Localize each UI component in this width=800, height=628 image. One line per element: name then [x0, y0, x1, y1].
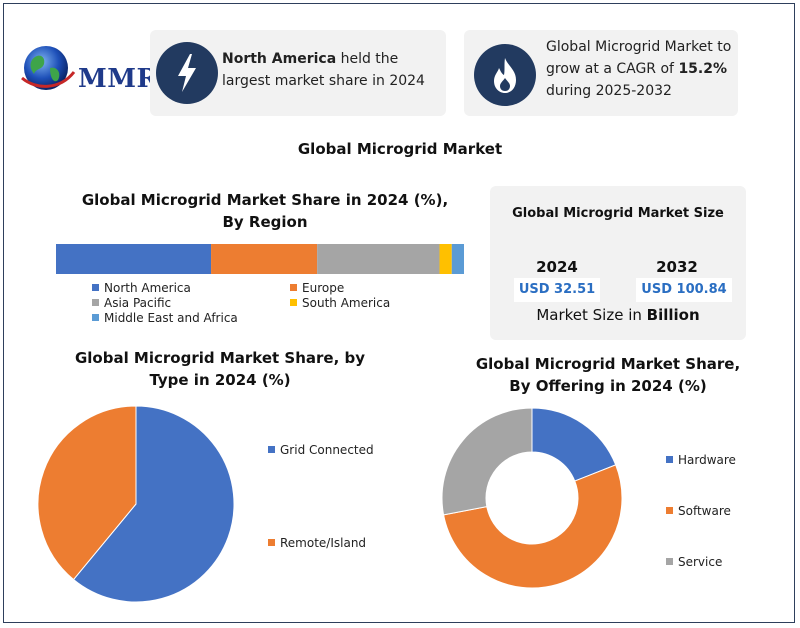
bar-segment-asia-pacific [317, 244, 440, 274]
legend-item-asia-pacific: Asia Pacific [92, 296, 171, 310]
highlight-before-2: Global Microgrid Market to grow at a CAG… [546, 39, 732, 77]
bar-segment-middle-east-and-africa [451, 244, 464, 274]
type-pie-chart [37, 405, 235, 603]
highlight-text-1: North America held the largest market sh… [222, 48, 442, 92]
legend-label: Europe [302, 281, 345, 295]
year-2032-label: 2032 [656, 258, 698, 276]
slice-grid-connected [72, 405, 235, 603]
highlight-bold-1: North America [222, 51, 337, 67]
bar-segment-south-america [439, 244, 452, 274]
legend-swatch [92, 299, 99, 306]
mmr-logo: MMR [16, 38, 158, 102]
unit-bold: Billion [646, 306, 700, 324]
legend-swatch [268, 539, 275, 546]
value-2032: USD 100.84 [636, 278, 732, 302]
legend-label: Asia Pacific [104, 296, 172, 310]
legend-label: Service [678, 555, 723, 569]
value-2024: USD 32.51 [514, 278, 600, 302]
legend-item-software: Software [666, 504, 731, 518]
legend-item-europe: Europe [290, 281, 344, 295]
legend-item-remote-island: Remote/Island [268, 536, 366, 550]
legend-item-service: Service [666, 555, 722, 569]
legend-swatch [92, 314, 99, 321]
legend-label: North America [104, 281, 191, 295]
market-size-title: Global Microgrid Market Size [512, 206, 724, 221]
legend-label: Grid Connected [280, 443, 374, 457]
legend-label: Middle East and Africa [104, 311, 238, 325]
unit-prefix: Market Size in [536, 306, 647, 324]
highlight-text-2: Global Microgrid Market to grow at a CAG… [546, 36, 736, 102]
type-chart-title: Global Microgrid Market Share, by Type i… [74, 349, 366, 389]
offering-chart-title: Global Microgrid Market Share, By Offeri… [475, 355, 741, 395]
legend-item-hardware: Hardware [666, 453, 736, 467]
flame-icon [474, 44, 536, 106]
lightning-icon [156, 42, 218, 104]
offering-donut-chart [441, 407, 623, 589]
legend-item-grid-connected: Grid Connected [268, 443, 374, 457]
legend-item-north-america: North America [92, 281, 191, 295]
slice-software [443, 464, 623, 589]
legend-swatch [666, 558, 673, 565]
bar-segment-europe [211, 244, 318, 274]
bar-segment-north-america [56, 244, 212, 274]
legend-swatch [268, 446, 275, 453]
highlight-card-cagr: Global Microgrid Market to grow at a CAG… [464, 30, 738, 116]
slice-remote-island [37, 405, 137, 581]
legend-label: South America [302, 296, 391, 310]
market-size-box: Global Microgrid Market Size 2024 USD 32… [490, 186, 746, 340]
highlight-rest-1: held the largest market share in 2024 [222, 51, 425, 89]
region-stacked-bar [56, 244, 464, 274]
legend-item-middle-east-and-africa: Middle East and Africa [92, 311, 238, 325]
legend-swatch [666, 507, 673, 514]
legend-label: Software [678, 504, 731, 518]
market-size-unit: Market Size in Billion [490, 306, 746, 324]
year-2024-label: 2024 [536, 258, 578, 276]
highlight-bold-2: 15.2% [678, 61, 728, 77]
page-title: Global Microgrid Market [297, 140, 503, 158]
highlight-after-2: during 2025-2032 [546, 83, 672, 99]
slice-service [441, 407, 533, 516]
globe-icon [21, 46, 76, 90]
legend-label: Hardware [678, 453, 736, 467]
logo-text: MMR [78, 64, 159, 94]
legend-label: Remote/Island [280, 536, 367, 550]
region-chart-title: Global Microgrid Market Share in 2024 (%… [81, 191, 449, 231]
legend-swatch [92, 284, 99, 291]
legend-swatch [666, 456, 673, 463]
legend-item-south-america: South America [290, 296, 390, 310]
highlight-card-north-america: North America held the largest market sh… [150, 30, 446, 116]
legend-swatch [290, 299, 297, 306]
legend-swatch [290, 284, 297, 291]
